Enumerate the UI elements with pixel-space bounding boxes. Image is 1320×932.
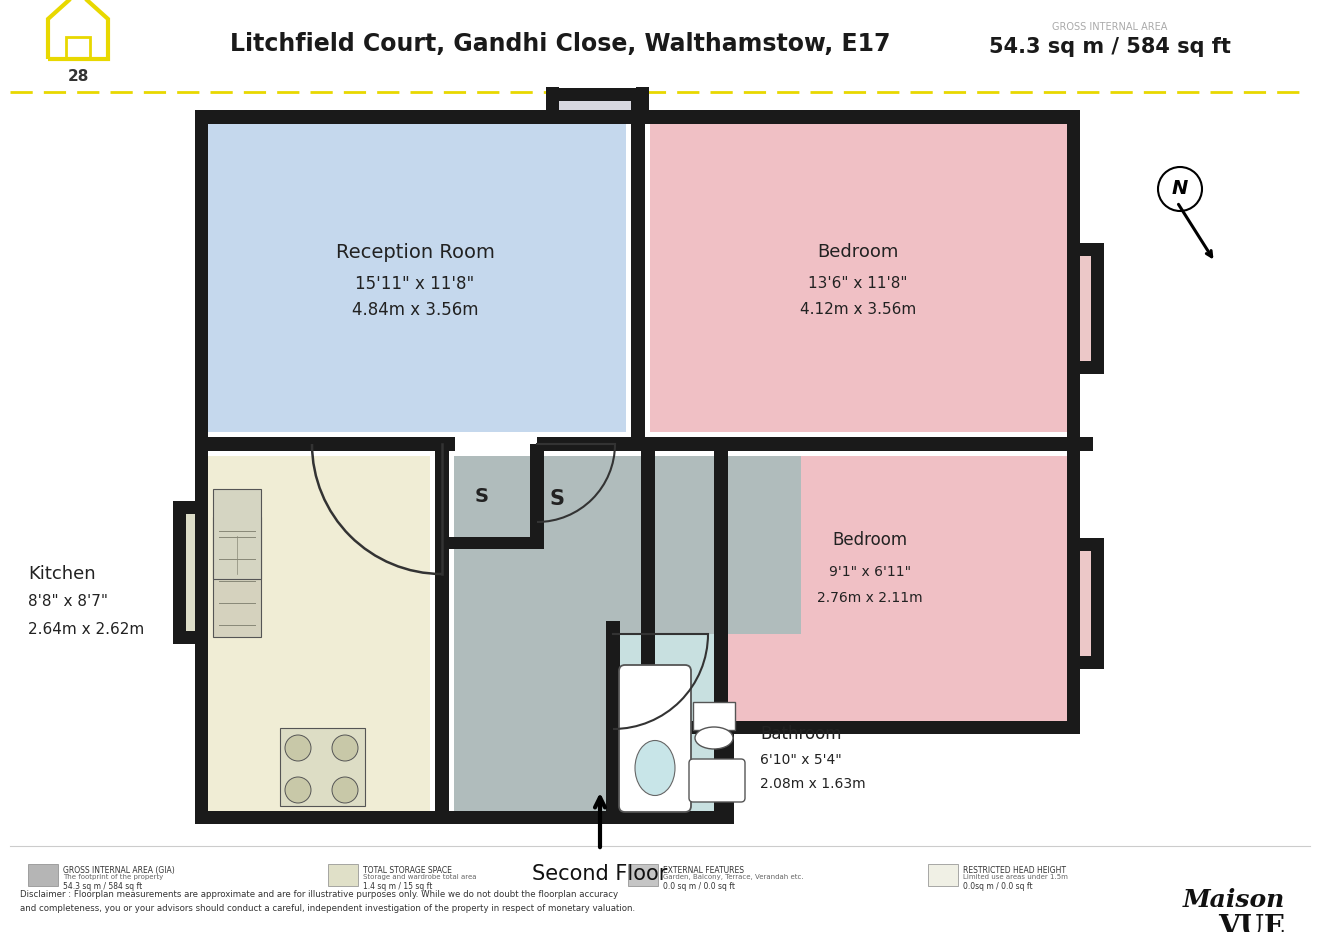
Text: 2.76m x 2.11m: 2.76m x 2.11m bbox=[817, 591, 923, 605]
Bar bbox=[660, 456, 1068, 722]
Bar bbox=[1078, 361, 1104, 374]
Bar bbox=[714, 437, 729, 811]
Text: GROSS INTERNAL AREA: GROSS INTERNAL AREA bbox=[1052, 22, 1168, 32]
Circle shape bbox=[285, 777, 312, 803]
Text: The footprint of the property: The footprint of the property bbox=[63, 874, 164, 880]
Text: 54.3 sq m / 584 sq ft: 54.3 sq m / 584 sq ft bbox=[989, 37, 1232, 57]
Bar bbox=[721, 721, 734, 824]
Text: Maison: Maison bbox=[1183, 888, 1284, 912]
Text: Bedroom: Bedroom bbox=[833, 531, 908, 549]
Bar bbox=[537, 437, 645, 451]
Text: Reception Room: Reception Room bbox=[335, 242, 495, 262]
Text: 9'1" x 6'11": 9'1" x 6'11" bbox=[829, 565, 911, 579]
Bar bbox=[213, 489, 261, 579]
Bar bbox=[631, 100, 645, 444]
Bar bbox=[548, 89, 638, 113]
Text: Kitchen: Kitchen bbox=[28, 565, 95, 583]
Bar bbox=[213, 517, 261, 637]
Text: EXTERNAL FEATURES: EXTERNAL FEATURES bbox=[663, 866, 744, 875]
Bar bbox=[546, 88, 649, 101]
Circle shape bbox=[285, 735, 312, 761]
Text: 15'11" x 11'8": 15'11" x 11'8" bbox=[355, 275, 475, 293]
Bar bbox=[442, 537, 537, 549]
Text: Second Floor: Second Floor bbox=[532, 864, 668, 884]
Bar bbox=[28, 864, 58, 886]
Bar bbox=[176, 501, 197, 514]
Bar bbox=[327, 864, 358, 886]
FancyBboxPatch shape bbox=[689, 759, 744, 802]
Bar bbox=[636, 87, 649, 113]
Text: 4.12m x 3.56m: 4.12m x 3.56m bbox=[800, 303, 916, 318]
Bar bbox=[693, 702, 735, 730]
Bar bbox=[531, 444, 544, 549]
Text: Storage and wardrobe total area: Storage and wardrobe total area bbox=[363, 874, 477, 880]
Bar bbox=[1092, 243, 1104, 374]
Text: 4.84m x 3.56m: 4.84m x 3.56m bbox=[351, 301, 478, 319]
Bar bbox=[628, 864, 657, 886]
Bar bbox=[1078, 538, 1104, 551]
Text: Limited use areas under 1.5m: Limited use areas under 1.5m bbox=[964, 874, 1068, 880]
Text: 2.08m x 1.63m: 2.08m x 1.63m bbox=[760, 777, 866, 791]
Bar bbox=[436, 444, 449, 549]
Bar bbox=[195, 437, 455, 451]
FancyBboxPatch shape bbox=[619, 665, 690, 812]
Text: Bedroom: Bedroom bbox=[817, 243, 899, 261]
Bar bbox=[207, 124, 626, 432]
Text: Bathroom: Bathroom bbox=[760, 725, 842, 743]
Bar bbox=[1078, 656, 1104, 669]
Ellipse shape bbox=[696, 727, 733, 749]
Text: N: N bbox=[1172, 180, 1188, 199]
Bar bbox=[648, 721, 1080, 734]
Bar bbox=[642, 437, 655, 734]
Bar bbox=[546, 87, 558, 113]
Bar bbox=[606, 621, 620, 824]
Bar bbox=[173, 501, 186, 644]
Bar bbox=[176, 512, 197, 642]
Circle shape bbox=[333, 735, 358, 761]
Bar bbox=[928, 864, 958, 886]
Bar bbox=[1067, 112, 1080, 734]
Bar bbox=[176, 631, 197, 644]
Bar bbox=[280, 728, 366, 806]
Text: Litchfield Court, Gandhi Close, Walthamstow, E17: Litchfield Court, Gandhi Close, Walthams… bbox=[230, 32, 890, 56]
Bar bbox=[454, 456, 536, 549]
Text: 13'6" x 11'8": 13'6" x 11'8" bbox=[808, 277, 908, 292]
Bar bbox=[631, 437, 1093, 451]
Text: 54.3 sq m / 584 sq ft: 54.3 sq m / 584 sq ft bbox=[63, 882, 143, 891]
Text: 28: 28 bbox=[67, 69, 88, 84]
Text: RESTRICTED HEAD HEIGHT: RESTRICTED HEAD HEIGHT bbox=[964, 866, 1067, 875]
Text: VUE: VUE bbox=[1218, 914, 1284, 932]
Text: GROSS INTERNAL AREA (GIA): GROSS INTERNAL AREA (GIA) bbox=[63, 866, 174, 875]
Bar bbox=[1078, 243, 1104, 256]
Bar bbox=[454, 456, 626, 812]
Text: S: S bbox=[549, 489, 565, 509]
Bar bbox=[1078, 549, 1104, 667]
Bar bbox=[612, 456, 801, 634]
Text: Disclaimer : Floorplan measurements are approximate and are for illustrative pur: Disclaimer : Floorplan measurements are … bbox=[20, 890, 635, 913]
Bar bbox=[1078, 254, 1104, 372]
Bar bbox=[195, 112, 209, 824]
Text: TOTAL STORAGE SPACE: TOTAL STORAGE SPACE bbox=[363, 866, 451, 875]
Text: 0.0sq m / 0.0 sq ft: 0.0sq m / 0.0 sq ft bbox=[964, 882, 1032, 891]
Bar bbox=[66, 37, 90, 59]
Text: 1.4 sq m / 15 sq ft: 1.4 sq m / 15 sq ft bbox=[363, 882, 433, 891]
Text: S: S bbox=[475, 487, 488, 505]
Text: Garden, Balcony, Terrace, Verandah etc.: Garden, Balcony, Terrace, Verandah etc. bbox=[663, 874, 804, 880]
Bar bbox=[207, 456, 430, 812]
Text: 0.0 sq m / 0.0 sq ft: 0.0 sq m / 0.0 sq ft bbox=[663, 882, 735, 891]
Circle shape bbox=[333, 777, 358, 803]
Bar bbox=[195, 110, 1080, 124]
Bar bbox=[649, 124, 1068, 432]
Bar bbox=[612, 634, 721, 812]
Bar bbox=[195, 811, 721, 824]
Ellipse shape bbox=[635, 741, 675, 796]
Bar bbox=[436, 444, 449, 824]
Text: 6'10" x 5'4": 6'10" x 5'4" bbox=[760, 753, 842, 767]
Text: 2.64m x 2.62m: 2.64m x 2.62m bbox=[28, 623, 144, 637]
Bar bbox=[1092, 538, 1104, 669]
Text: 8'8" x 8'7": 8'8" x 8'7" bbox=[28, 595, 108, 610]
